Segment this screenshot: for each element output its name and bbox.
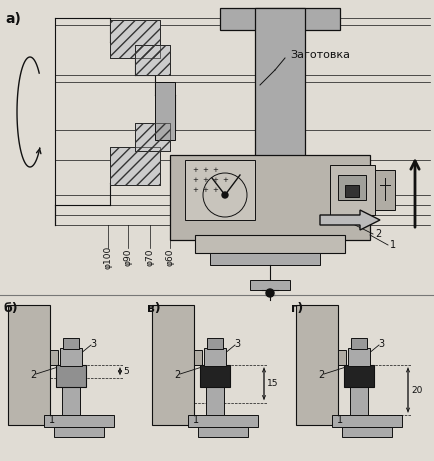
Bar <box>155 82 175 140</box>
Text: φ100: φ100 <box>103 245 112 269</box>
Text: Заготовка: Заготовка <box>290 50 350 60</box>
Circle shape <box>222 192 228 198</box>
Text: 3: 3 <box>378 339 384 349</box>
Bar <box>220 165 340 195</box>
Bar <box>152 305 194 425</box>
Circle shape <box>266 289 274 297</box>
Text: +: + <box>192 167 198 173</box>
Bar <box>338 350 346 365</box>
Text: 3: 3 <box>90 339 96 349</box>
Bar <box>110 20 160 58</box>
Bar <box>351 338 367 349</box>
Bar <box>170 155 370 240</box>
Bar <box>8 305 50 425</box>
Text: 3: 3 <box>234 339 240 349</box>
Text: 2: 2 <box>30 370 36 380</box>
Bar <box>110 20 160 58</box>
Bar <box>44 415 114 427</box>
Bar <box>296 305 338 425</box>
Bar <box>110 147 160 185</box>
Bar <box>63 338 79 349</box>
Text: +: + <box>212 177 218 183</box>
Bar <box>250 280 290 290</box>
Text: 1: 1 <box>337 415 343 425</box>
Text: 15: 15 <box>267 379 279 388</box>
Bar <box>220 8 340 30</box>
Bar <box>207 338 223 349</box>
Bar <box>54 427 104 437</box>
Text: 5: 5 <box>123 367 129 376</box>
Bar <box>185 160 255 220</box>
Text: +: + <box>192 177 198 183</box>
Text: +: + <box>212 167 218 173</box>
Bar <box>62 385 80 415</box>
Bar <box>198 427 248 437</box>
Bar <box>350 385 368 415</box>
Text: φ60: φ60 <box>165 248 174 266</box>
Bar <box>255 8 305 173</box>
Bar <box>50 350 58 365</box>
Text: φ90: φ90 <box>124 248 132 266</box>
Bar <box>200 365 230 387</box>
Polygon shape <box>320 210 380 230</box>
Text: +: + <box>212 187 218 193</box>
Bar <box>375 170 395 210</box>
Text: +: + <box>222 177 228 183</box>
Text: 1: 1 <box>49 415 55 425</box>
Bar <box>135 45 170 75</box>
Text: φ70: φ70 <box>145 248 155 266</box>
Bar <box>135 45 170 75</box>
Text: 2: 2 <box>318 370 324 380</box>
Bar <box>348 348 370 366</box>
Text: +: + <box>202 167 208 173</box>
Bar <box>204 348 226 366</box>
Text: 1: 1 <box>390 240 396 250</box>
Bar <box>332 415 402 427</box>
Bar <box>206 385 224 415</box>
Text: 20: 20 <box>411 385 422 395</box>
Text: б): б) <box>3 302 18 315</box>
Bar <box>344 365 374 387</box>
Bar <box>210 253 320 265</box>
Bar <box>135 123 170 151</box>
Bar <box>194 350 202 365</box>
Bar <box>345 185 359 197</box>
Bar <box>135 123 170 151</box>
Text: +: + <box>202 177 208 183</box>
Text: a): a) <box>5 12 21 26</box>
Text: +: + <box>202 187 208 193</box>
Text: 2: 2 <box>174 370 180 380</box>
Bar <box>342 427 392 437</box>
Bar <box>330 165 375 215</box>
Bar <box>60 348 82 366</box>
Bar <box>195 235 345 253</box>
Text: +: + <box>192 187 198 193</box>
Text: 2: 2 <box>375 229 381 239</box>
Bar <box>110 147 160 185</box>
Text: г): г) <box>291 302 303 315</box>
Bar <box>188 415 258 427</box>
Text: 1: 1 <box>193 415 199 425</box>
Text: в): в) <box>147 302 161 315</box>
Bar <box>56 365 86 387</box>
Bar <box>338 175 366 200</box>
